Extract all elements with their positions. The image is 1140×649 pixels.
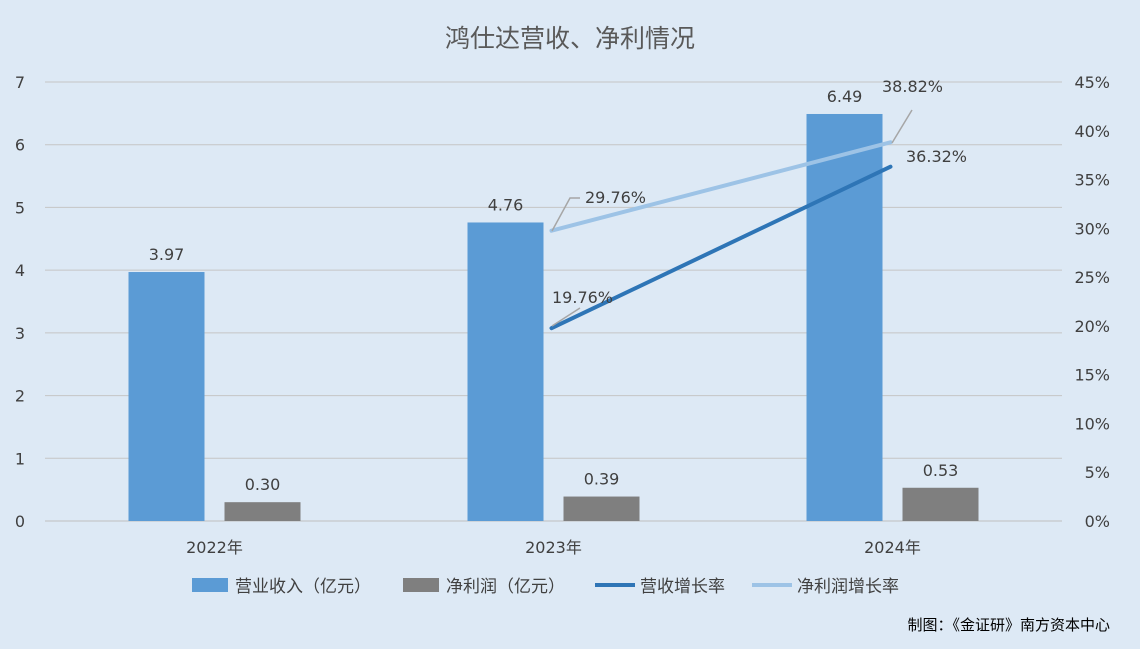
right-tick-label: 40% — [1074, 122, 1110, 141]
legend-label: 净利润（亿元） — [446, 577, 565, 597]
bar-revenue — [806, 113, 883, 521]
line-data-label: 29.76% — [585, 188, 646, 207]
left-tick-label: 1 — [15, 449, 25, 468]
right-tick-label: 25% — [1074, 268, 1110, 287]
bar-data-label: 0.53 — [923, 461, 959, 480]
line-data-label: 36.32% — [906, 147, 967, 166]
left-tick-label: 5 — [15, 198, 25, 217]
leader-line — [891, 109, 913, 144]
left-axis: 0 1 2 3 4 5 6 7 — [15, 73, 25, 531]
left-tick-label: 0 — [15, 512, 25, 531]
bar-data-label: 0.39 — [584, 470, 620, 489]
left-tick-label: 6 — [15, 136, 25, 155]
left-tick-label: 3 — [15, 324, 25, 343]
x-axis: 2022年 2023年 2024年 — [186, 538, 921, 557]
bar-profit — [224, 502, 301, 521]
bar-data-label: 0.30 — [245, 475, 281, 494]
line-data-label: 38.82% — [882, 77, 943, 96]
chart-title: 鸿仕达营收、净利情况 — [445, 24, 695, 53]
legend-swatch — [403, 578, 439, 592]
right-tick-label: 30% — [1074, 219, 1110, 238]
leader-line — [551, 307, 581, 327]
left-tick-label: 7 — [15, 73, 25, 92]
right-tick-label: 35% — [1074, 171, 1110, 190]
right-tick-label: 15% — [1074, 366, 1110, 385]
right-tick-label: 0% — [1085, 512, 1110, 531]
right-tick-label: 10% — [1074, 414, 1110, 433]
legend-label: 净利润增长率 — [797, 577, 899, 597]
leader-line — [551, 197, 580, 232]
bar-revenue — [467, 222, 544, 522]
right-axis: 0% 5% 10% 15% 20% 25% 30% 35% 40% 45% — [1074, 73, 1110, 531]
x-tick-label: 2023年 — [525, 538, 582, 557]
left-tick-label: 2 — [15, 387, 25, 406]
bar-revenue — [128, 272, 205, 521]
legend-label: 营业收入（亿元） — [235, 577, 371, 597]
legend-swatch — [192, 578, 228, 592]
bar-data-label: 4.76 — [488, 195, 524, 214]
x-tick-label: 2022年 — [186, 538, 243, 557]
line-data-label: 19.76% — [552, 288, 613, 307]
bar-profit — [563, 496, 640, 521]
profit-growth-line — [549, 140, 893, 233]
bar-data-label: 6.49 — [827, 87, 863, 106]
bar-data-label: 3.97 — [149, 245, 185, 264]
right-tick-label: 5% — [1085, 463, 1110, 482]
bars: 3.97 4.76 6.49 0.30 0.39 0.53 — [128, 87, 979, 522]
left-tick-label: 4 — [15, 261, 25, 280]
right-tick-label: 45% — [1074, 73, 1110, 92]
lines: 29.76% 19.76% 38.82% 36.32% — [549, 77, 967, 331]
right-tick-label: 20% — [1074, 317, 1110, 336]
legend: 营业收入（亿元） 净利润（亿元） 营收增长率 净利润增长率 — [192, 577, 899, 597]
source-note: 制图：《金证研》南方资本中心 — [907, 616, 1110, 634]
legend-label: 营收增长率 — [640, 577, 725, 597]
x-tick-label: 2024年 — [864, 538, 921, 557]
bar-profit — [902, 487, 979, 521]
gridlines — [45, 81, 1062, 522]
revenue-growth-line — [549, 164, 893, 331]
